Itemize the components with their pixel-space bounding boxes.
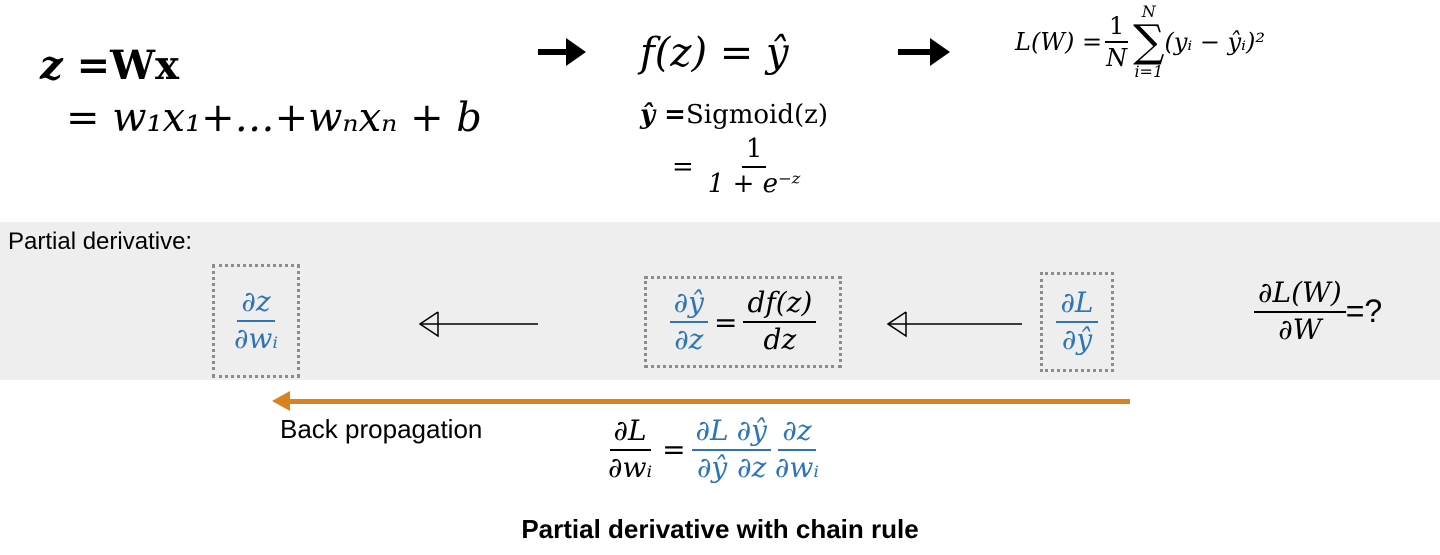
dl-dyhat-num: ∂L [1056, 287, 1098, 323]
sigmoid-fraction: = 1 1 + e⁻ᶻ [672, 135, 804, 198]
z-equals: z = [40, 42, 111, 89]
loss-gradient: ∂L(W) ∂W =? [1254, 277, 1383, 346]
df-num: df(z) [743, 287, 817, 323]
sum-symbol: ∑ [1133, 16, 1165, 67]
dl-dyhat-box: ∂L ∂ŷ [1040, 272, 1114, 372]
sigmoid-text: Sigmoid(z) [685, 100, 828, 130]
yhat-equals: ŷ = [640, 100, 686, 130]
sigmoid-equation: ŷ = Sigmoid(z) [640, 100, 828, 130]
loss-body: (yᵢ − ŷᵢ)² [1164, 28, 1266, 56]
chain-t2-num: ∂ŷ [732, 415, 771, 451]
loss-frac-den: N [1106, 44, 1128, 72]
chain-lhs-num: ∂L [609, 415, 651, 451]
question-mark: =? [1345, 293, 1383, 330]
sum-upper-limit: N [1141, 2, 1156, 21]
forward-arrow-1 [538, 38, 586, 66]
backprop-arrow [272, 391, 1130, 411]
chain-t3-num: ∂z [778, 415, 816, 451]
chain-t3-den: ∂wᵢ [774, 450, 819, 484]
back-arrow-1 [418, 311, 538, 338]
dz-dwi-den: ∂wᵢ [233, 322, 279, 355]
dyhat-dz-equals: = [713, 305, 738, 339]
loss-frac-num: 1 [1104, 12, 1129, 43]
backprop-label: Back propagation [280, 414, 483, 444]
sum-lower-limit: i=1 [1134, 62, 1164, 81]
dlw-den: ∂W [1278, 312, 1322, 346]
partial-derivative-band [0, 222, 1440, 380]
chain-t1-den: ∂ŷ [696, 450, 728, 484]
chain-lhs-den: ∂wᵢ [608, 450, 653, 484]
forward-arrow-2 [898, 38, 950, 66]
chain-t2-den: ∂z [737, 450, 767, 484]
sigmoid-numerator: 1 [741, 135, 767, 168]
dyhat-dz-den: ∂z [674, 323, 704, 356]
chain-t1-num: ∂L [691, 415, 733, 451]
chain-equals: = [662, 433, 686, 467]
linear-expansion: = w₁x₁+…+wₙxₙ + b [66, 95, 482, 141]
dz-dwi-box: ∂z ∂wᵢ [212, 264, 300, 378]
figure-caption: Partial derivative with chain rule [521, 514, 919, 544]
back-arrow-2 [886, 311, 1022, 338]
sigmoid-equals: = [672, 151, 694, 182]
dz-dwi-num: ∂z [237, 286, 275, 322]
dl-dyhat-den: ∂ŷ [1061, 323, 1093, 356]
loss-equation: L(W) = 1 N N ∑ i=1 (yᵢ − ŷᵢ)² [1015, 4, 1265, 80]
df-den: dz [763, 323, 797, 356]
band-label: Partial derivative: [8, 228, 193, 255]
chain-rule-equation: ∂L ∂wᵢ = ∂L ∂ŷ ∂ŷ ∂z ∂z ∂wᵢ [604, 415, 823, 484]
loss-lhs: L(W) = [1015, 28, 1103, 56]
dyhat-dz-box: ∂ŷ ∂z = df(z) dz [644, 276, 842, 368]
dlw-num: ∂L(W) [1254, 277, 1346, 313]
linear-equation: z = Wx [40, 42, 179, 89]
activation-equation: f(z) = ŷ [640, 30, 789, 76]
sigmoid-denominator: 1 + e⁻ᶻ [707, 168, 801, 199]
dyhat-dz-num: ∂ŷ [669, 287, 708, 323]
wx-term: Wx [110, 42, 179, 89]
